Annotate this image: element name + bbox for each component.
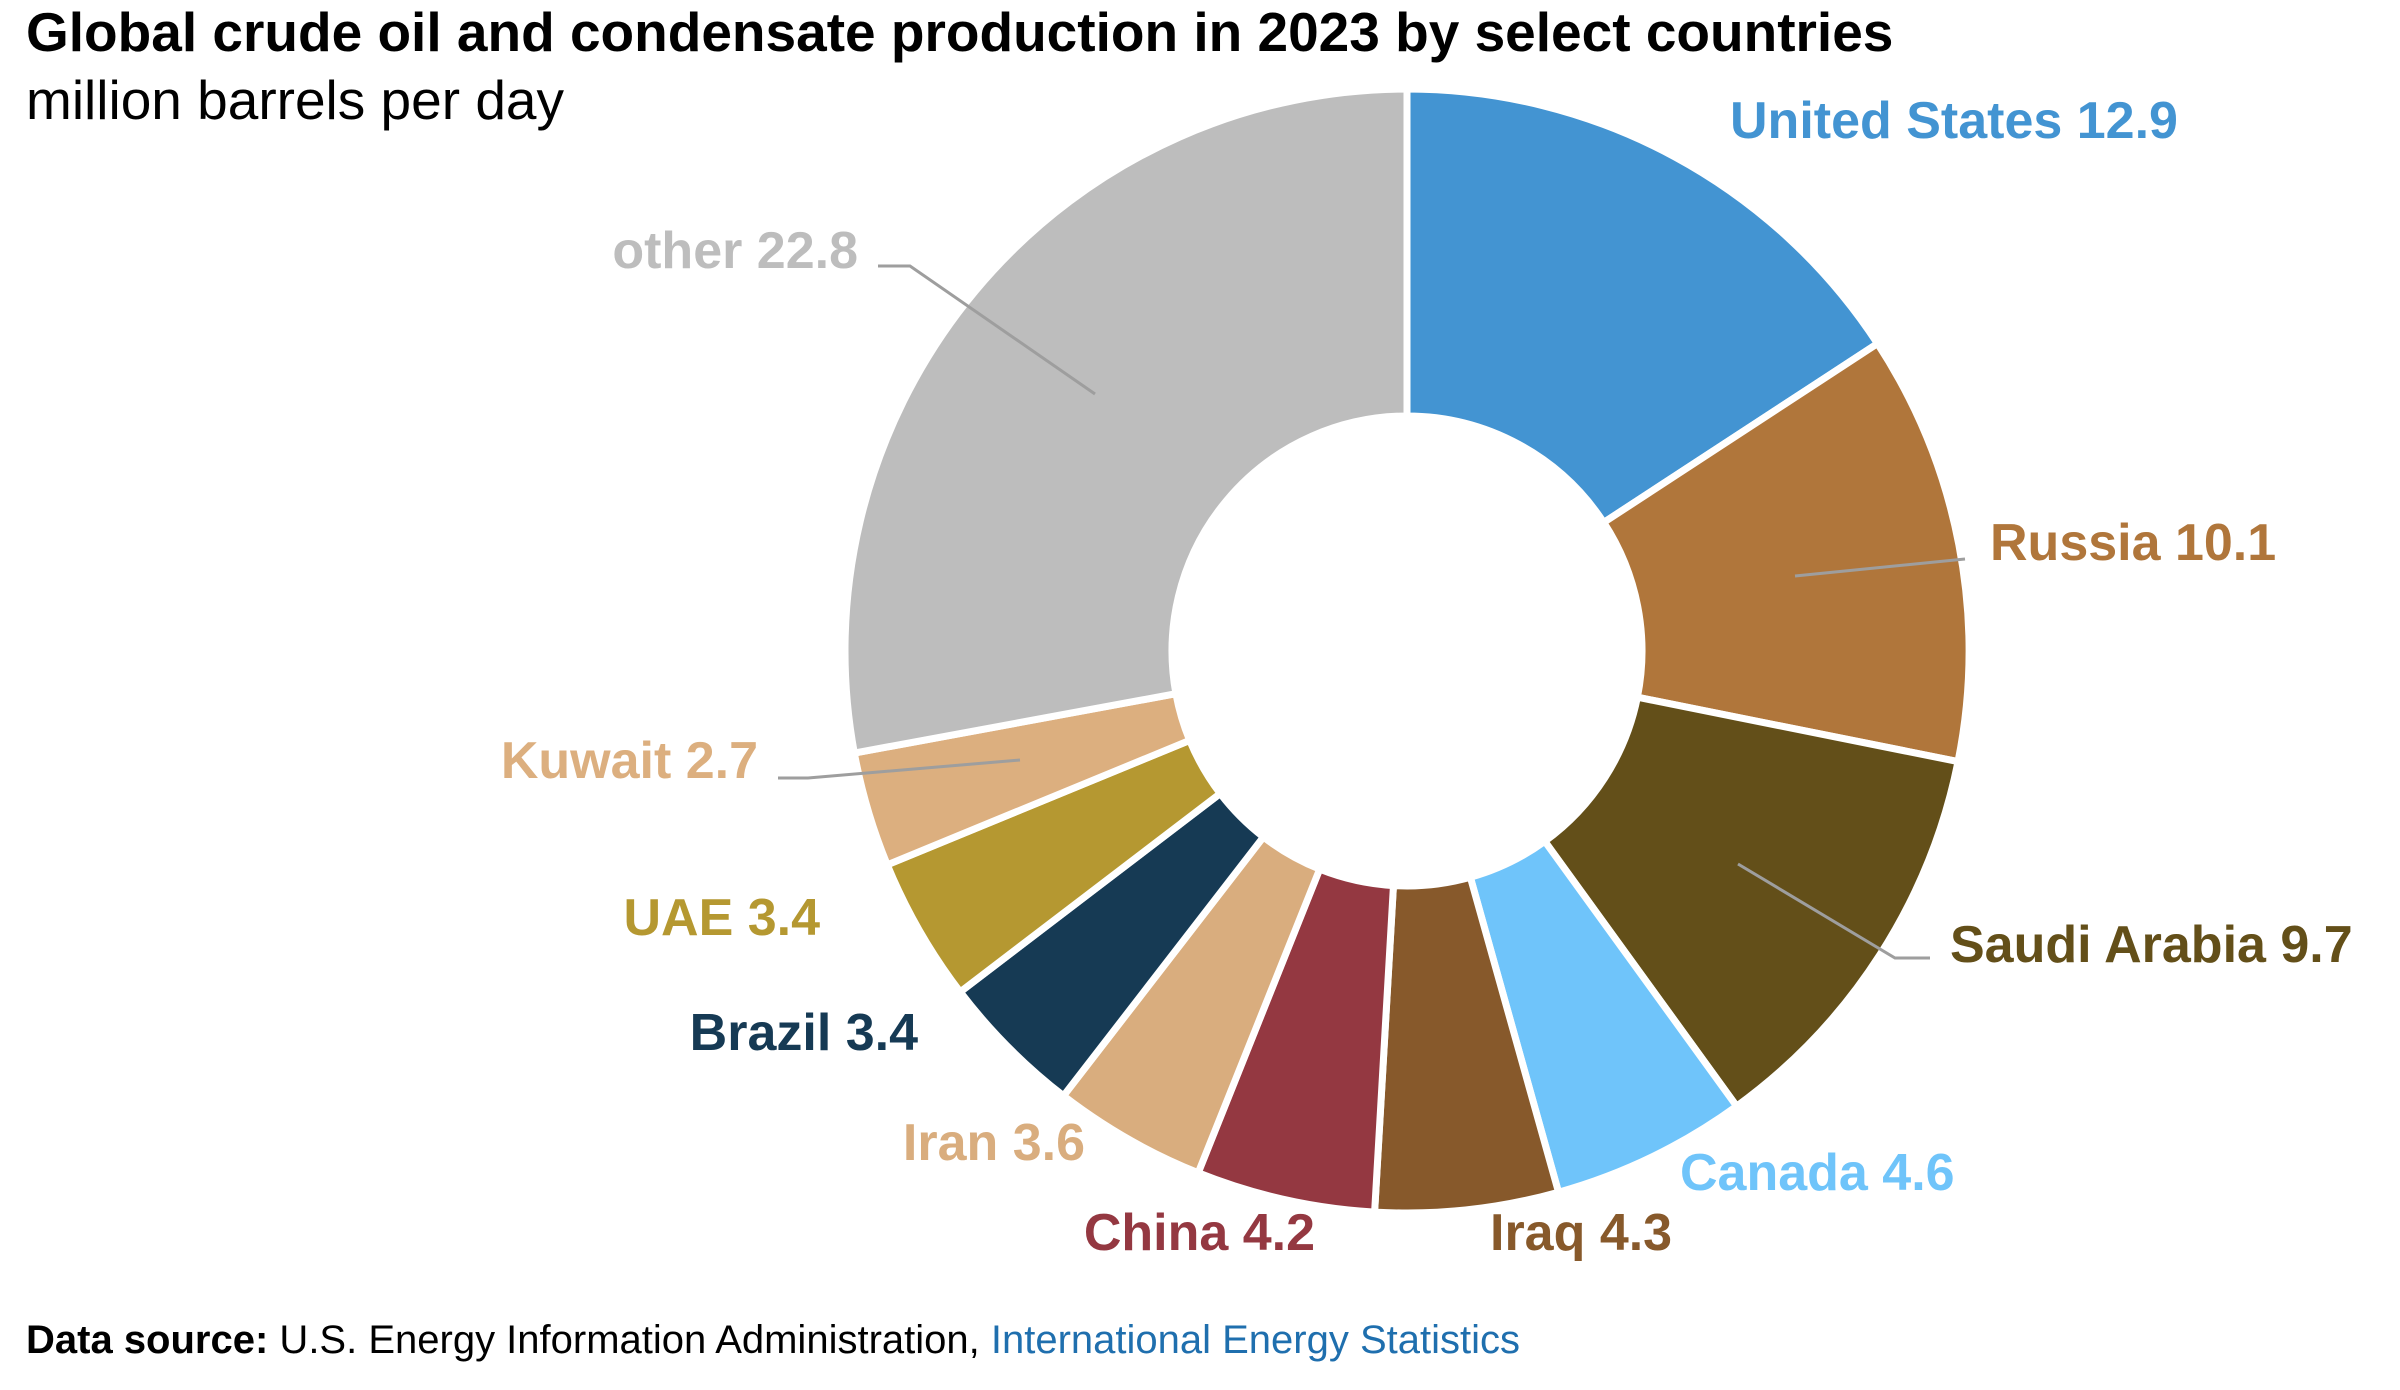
label-other: other 22.8	[612, 222, 858, 280]
leader-line-russia	[1794, 557, 1966, 578]
source-text: U.S. Energy Information Administration,	[268, 1318, 991, 1362]
chart-title: Global crude oil and condensate producti…	[26, 1, 1894, 63]
label-brazil: Brazil 3.4	[690, 1004, 918, 1062]
leader-line-saudi-arabia	[1737, 862, 1930, 960]
leader-lines	[778, 264, 1966, 960]
label-russia: Russia 10.1	[1990, 514, 2276, 572]
source-link[interactable]: International Energy Statistics	[990, 1318, 1521, 1362]
label-iran: Iran 3.6	[903, 1114, 1085, 1172]
leader-line-kuwait	[778, 758, 1021, 780]
slice-other[interactable]	[841, 85, 1411, 758]
slice-labels: United States 12.9 Russia 10.1 Saudi Arabi…	[501, 92, 2353, 1262]
label-saudi-arabia: Saudi Arabia 9.7	[1950, 916, 2353, 974]
slice-saudi-arabia[interactable]	[1539, 693, 1963, 1112]
label-united-states: United States 12.9	[1730, 92, 2178, 150]
label-kuwait: Kuwait 2.7	[501, 732, 758, 790]
label-uae: UAE 3.4	[623, 889, 820, 947]
data-source-footer: Data source: U.S. Energy Information Adm…	[26, 1318, 1520, 1363]
slice-united-states[interactable]	[1403, 85, 1883, 528]
source-label: Data source:	[26, 1318, 269, 1362]
slice-russia[interactable]	[1598, 338, 1973, 766]
label-canada: Canada 4.6	[1680, 1144, 1955, 1202]
chart-subtitle: million barrels per day	[26, 69, 564, 131]
donut-slices	[841, 85, 1973, 1217]
label-china: China 4.2	[1084, 1204, 1315, 1262]
label-iraq: Iraq 4.3	[1490, 1204, 1672, 1262]
leader-line-other	[878, 264, 1096, 396]
